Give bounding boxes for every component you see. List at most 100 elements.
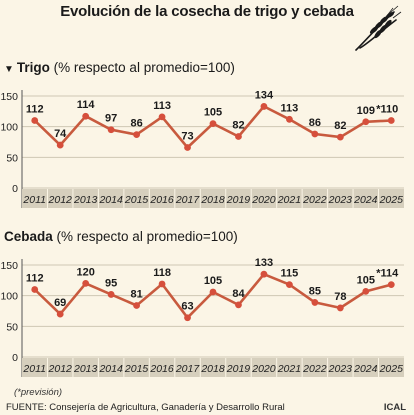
data-label: 114: [77, 99, 96, 111]
x-tick-label: 2018: [200, 363, 225, 375]
data-point: [184, 144, 191, 151]
data-point: [286, 281, 293, 289]
x-tick-label: 2025: [379, 363, 404, 375]
data-point: [56, 141, 64, 149]
data-point: [387, 281, 395, 289]
data-label: *110: [376, 104, 398, 116]
trigo-chart-title: ▼ Trigo (% respecto al promedio=100): [4, 60, 235, 75]
x-tick-label: 2011: [22, 194, 46, 206]
y-tick-label: 100: [0, 122, 18, 134]
data-point: [82, 112, 90, 120]
x-tick-label: 2015: [124, 194, 149, 206]
data-label: 86: [130, 118, 142, 130]
data-point: [286, 115, 293, 123]
data-label: 133: [255, 257, 273, 269]
data-point: [235, 301, 242, 309]
data-label: 109: [357, 105, 375, 117]
y-tick-label: 0: [12, 352, 18, 364]
data-label: 85: [309, 285, 321, 297]
x-tick-label: 2013: [73, 363, 98, 375]
data-label: 113: [153, 100, 171, 112]
data-label: 63: [181, 301, 193, 313]
data-label: 78: [334, 291, 346, 303]
cebada-chart-title: Cebada (% respecto al promedio=100): [4, 229, 238, 244]
data-point: [209, 120, 217, 127]
data-point: [107, 291, 115, 298]
y-tick-label: 150: [0, 91, 18, 103]
x-tick-label: 2021: [277, 363, 301, 375]
x-tick-label: 2017: [175, 194, 201, 206]
x-tick-label: 2022: [302, 363, 327, 375]
wheat-icon: [355, 5, 402, 51]
source-text: FUENTE: Consejería de Agricultura, Ganad…: [6, 402, 285, 413]
data-point: [235, 133, 242, 140]
data-label: 69: [54, 297, 66, 309]
data-point: [82, 280, 90, 287]
x-axis-band: [22, 189, 404, 208]
x-tick-label: 2015: [124, 363, 149, 375]
x-tick-label: 2025: [379, 194, 404, 206]
data-point: [311, 130, 319, 138]
x-tick-label: 2012: [48, 363, 73, 375]
data-point: [387, 117, 395, 124]
y-tick-label: 50: [6, 321, 18, 333]
triangle-down-icon: ▼: [4, 64, 14, 75]
data-label: 105: [204, 275, 222, 287]
x-tick-label: 2024: [353, 194, 378, 206]
x-tick-label: 2022: [302, 194, 327, 206]
x-tick-label: 2019: [226, 194, 251, 206]
data-point: [311, 299, 319, 306]
data-point: [56, 310, 64, 318]
data-label: 105: [204, 107, 222, 119]
x-tick-label: 2020: [251, 194, 276, 206]
data-label: *114: [376, 268, 399, 280]
y-tick-label: 50: [6, 152, 18, 164]
data-label: 120: [76, 266, 94, 278]
data-point: [260, 103, 268, 110]
data-label: 112: [26, 104, 44, 116]
credit-text: ICAL: [383, 402, 406, 413]
data-point: [260, 270, 268, 278]
x-tick-label: 2016: [149, 363, 174, 375]
data-label: 105: [357, 274, 375, 286]
x-tick-label: 2020: [251, 363, 276, 375]
data-label: 118: [153, 267, 171, 279]
data-label: 86: [309, 117, 321, 129]
x-tick-label: 2023: [328, 194, 353, 206]
data-label: 115: [281, 268, 299, 280]
x-tick-label: 2018: [200, 194, 225, 206]
data-point: [184, 314, 191, 322]
data-label: 82: [334, 120, 346, 132]
data-point: [133, 131, 141, 139]
x-tick-label: 2023: [328, 363, 353, 375]
data-label: 84: [232, 288, 245, 300]
data-point: [31, 286, 39, 293]
x-tick-label: 2021: [277, 194, 301, 206]
x-tick-label: 2019: [226, 363, 251, 375]
data-label: 82: [232, 119, 244, 131]
data-label: 81: [130, 288, 142, 300]
data-point: [158, 280, 166, 288]
data-point: [209, 288, 217, 296]
x-tick-label: 2016: [149, 194, 174, 206]
x-tick-label: 2014: [98, 194, 123, 206]
x-tick-label: 2024: [353, 363, 378, 375]
x-tick-label: 2012: [48, 194, 73, 206]
data-point: [107, 126, 115, 134]
page-title: Evolución de la cosecha de trigo y cebad…: [60, 3, 354, 20]
x-tick-label: 2013: [73, 194, 98, 206]
data-point: [362, 118, 370, 126]
data-point: [336, 304, 344, 312]
footnote: (*previsión): [14, 387, 63, 398]
data-label: 73: [181, 131, 193, 143]
data-label: 95: [105, 277, 117, 289]
data-label: 113: [281, 102, 299, 114]
data-point: [133, 302, 141, 309]
data-label: 97: [105, 113, 117, 125]
data-point: [336, 133, 344, 141]
x-tick-label: 2014: [98, 363, 123, 375]
data-label: 134: [255, 89, 274, 101]
data-label: 74: [54, 128, 67, 140]
